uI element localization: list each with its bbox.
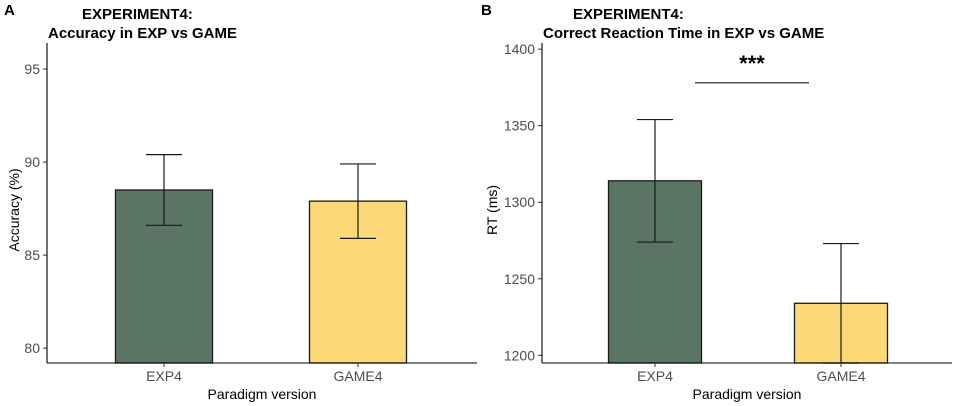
panel-a-y-tick-label: 95 xyxy=(24,61,40,77)
panel-b-title-line-2: Correct Reaction Time in EXP vs GAME xyxy=(543,25,824,42)
panel-b-significance-label: *** xyxy=(739,51,765,76)
panel-b-x-axis-label: Paradigm version xyxy=(693,386,802,402)
panel-b-plot: 1200 1250 1300 1350 1400 EXP4 GAME4 *** xyxy=(504,41,952,384)
panel-a-x-tick-label-exp4: EXP4 xyxy=(146,368,182,384)
panel-a-y-tick-label: 85 xyxy=(24,247,40,263)
panel-a-x-axis-label: Paradigm version xyxy=(208,386,317,402)
panel-b-y-tick-label: 1400 xyxy=(504,41,535,57)
panel-a-y-tick-label: 80 xyxy=(24,340,40,356)
panel-b-title-line-1: EXPERIMENT4: xyxy=(573,6,684,23)
panel-a-title-line-1: EXPERIMENT4: xyxy=(82,6,193,23)
panel-a-x-tick-label-game4: GAME4 xyxy=(333,368,382,384)
panel-b-y-tick-label: 1350 xyxy=(504,118,535,134)
panel-b-y-axis-label: RT (ms) xyxy=(484,185,500,235)
panel-b-x-tick-label-exp4: EXP4 xyxy=(637,368,673,384)
panel-b-y-tick-label: 1250 xyxy=(504,271,535,287)
panel-b-y-tick-label: 1300 xyxy=(504,194,535,210)
panel-b-x-tick-label-game4: GAME4 xyxy=(816,368,865,384)
panel-a: A EXPERIMENT4: Accuracy in EXP vs GAME 8… xyxy=(4,2,477,402)
panel-a-y-axis-label: Accuracy (%) xyxy=(6,168,22,251)
panel-b-y-tick-label: 1200 xyxy=(504,347,535,363)
panel-a-plot: 80 85 90 95 EXP4 GAME4 xyxy=(24,43,477,384)
panel-a-letter: A xyxy=(4,2,15,19)
panel-b-letter: B xyxy=(481,2,492,19)
panel-b: B EXPERIMENT4: Correct Reaction Time in … xyxy=(481,2,952,402)
panel-a-title-line-2: Accuracy in EXP vs GAME xyxy=(48,25,237,42)
panel-a-y-tick-label: 90 xyxy=(24,154,40,170)
